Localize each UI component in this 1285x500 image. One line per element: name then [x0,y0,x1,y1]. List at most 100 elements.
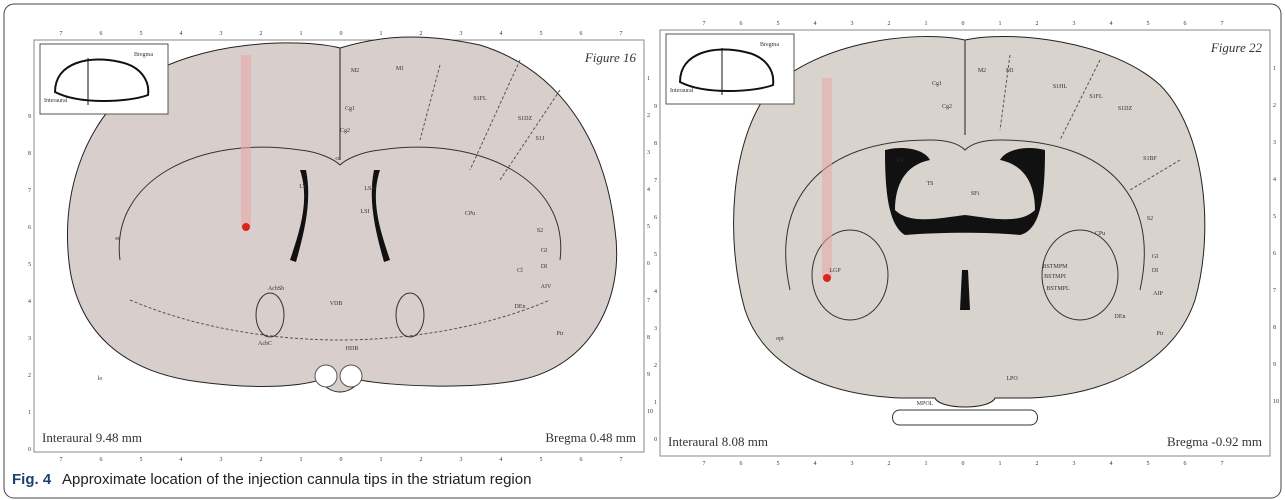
scale-top: 2 [888,21,891,27]
scale-right: 5 [647,224,650,230]
scale-right: 7 [647,298,650,304]
scale-bottom: 7 [1221,461,1224,467]
scale-right: 6 [647,261,650,267]
region-label: Cg2 [340,128,350,134]
scale-top: 4 [1110,21,1113,27]
panel-title: Figure 22 [1210,40,1263,55]
scale-top: 7 [60,31,63,37]
scale-bottom: 5 [540,457,543,463]
scale-left: 6 [654,215,657,221]
interaural-label: Interaural 9.48 mm [42,430,142,445]
region-label: AcbSh [268,286,284,292]
scale-right: 1 [1273,66,1276,72]
cannula-track [241,55,251,227]
region-label: LGP [829,268,841,274]
scale-bottom: 4 [180,457,183,463]
scale-top: 4 [500,31,503,37]
region-label: AcbC [258,341,272,347]
region-label: M2 [978,68,986,74]
region-label: DEn [1115,314,1126,320]
scale-bottom: 4 [1110,461,1113,467]
scale-left: 7 [28,188,31,194]
interaural-label: Interaural 8.08 mm [668,434,768,449]
region-label: S1FL [1089,94,1103,100]
region-label: TS [926,181,933,187]
region-label: HDB [346,346,359,352]
scale-bottom: 1 [380,457,383,463]
region-label: M2 [351,68,359,74]
scale-left: 5 [654,252,657,258]
scale-bottom: 6 [1184,461,1187,467]
region-label: S1HL [1053,84,1068,90]
scale-right: 2 [1273,103,1276,109]
cannula-tip [242,223,250,231]
structure [340,365,362,387]
region-label: M1 [396,66,404,72]
scale-bottom: 6 [740,461,743,467]
scale-top: 3 [1073,21,1076,27]
scale-bottom: 1 [925,461,928,467]
region-label: AIV [541,284,552,290]
scale-bottom: 5 [1147,461,1150,467]
scale-bottom: 4 [814,461,817,467]
scale-left: 8 [28,151,31,157]
scale-top: 0 [962,21,965,27]
scale-top: 1 [380,31,383,37]
region-label: GI [541,248,547,254]
caption-label: Fig. 4 [12,471,52,488]
region-label: M1 [1006,68,1014,74]
scale-bottom: 1 [999,461,1002,467]
region-label: BSTMPI [1044,274,1066,280]
scale-top: 7 [1221,21,1224,27]
cannula-tip [823,274,831,282]
scale-top: 4 [180,31,183,37]
scale-left: 0 [654,437,657,443]
scale-top: 3 [851,21,854,27]
scale-right: 10 [647,409,653,415]
scale-top: 5 [140,31,143,37]
scale-right: 1 [647,76,650,82]
scale-right: 2 [647,113,650,119]
scale-left: 0 [28,447,31,453]
region-label: LSD [364,186,376,192]
scale-right: 3 [647,150,650,156]
scale-top: 7 [620,31,623,37]
region-label: SFi [971,191,980,197]
inset-label: Interaural [670,88,694,94]
scale-bottom: 7 [60,457,63,463]
scale-right: 4 [647,187,650,193]
scale-top: 5 [777,21,780,27]
scale-top: 6 [580,31,583,37]
scale-top: 3 [460,31,463,37]
scale-right: 8 [1273,325,1276,331]
scale-left: 3 [28,336,31,342]
region-label: DI [541,264,547,270]
scale-top: 0 [340,31,343,37]
region-label: AIP [1153,291,1163,297]
scale-top: 2 [420,31,423,37]
scale-left: 9 [654,104,657,110]
figure: Fig. 4 Approximate location of the injec… [0,0,1285,500]
scale-left: 1 [28,410,31,416]
scale-top: 6 [100,31,103,37]
scale-left: 1 [654,400,657,406]
scale-right: 10 [1273,399,1279,405]
scale-top: 1 [925,21,928,27]
region-label: Cg1 [932,81,942,87]
bregma-label: Bregma -0.92 mm [1167,434,1262,449]
scale-bottom: 5 [777,461,780,467]
scale-left: 5 [28,262,31,268]
scale-right: 7 [1273,288,1276,294]
scale-bottom: 3 [851,461,854,467]
scale-right: 6 [1273,251,1276,257]
scale-right: 9 [1273,362,1276,368]
structure [315,365,337,387]
scale-left: 8 [654,141,657,147]
scale-top: 1 [300,31,303,37]
region-label: BSTMPM [1042,264,1068,270]
scale-left: 9 [28,114,31,120]
region-label: S1FL [473,96,487,102]
region-label: DEn [515,304,526,310]
inset-label: Interaural [44,98,68,104]
scale-bottom: 5 [140,457,143,463]
